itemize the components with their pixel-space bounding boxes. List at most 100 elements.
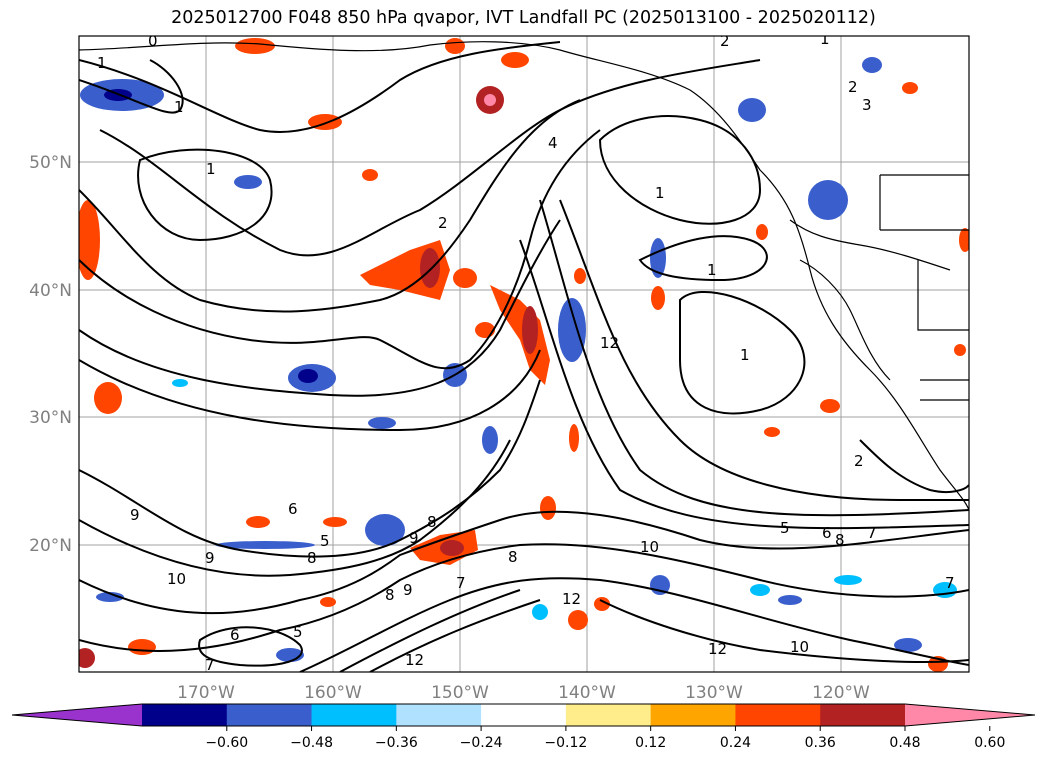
shade-patch — [482, 426, 498, 454]
shade-patch — [750, 584, 770, 596]
contour-label: 5 — [780, 519, 790, 537]
shade-patch — [323, 517, 347, 527]
contour-label: 2 — [438, 214, 448, 232]
shade-patch — [79, 648, 95, 668]
colorbar-tick-label: −0.36 — [375, 735, 418, 751]
colorbar-segment — [142, 704, 228, 726]
lat-label: 20°N — [29, 536, 72, 556]
contour-line — [79, 41, 561, 133]
shade-patch — [558, 298, 586, 362]
contour-label: 1 — [740, 346, 750, 364]
shade-patch — [172, 379, 188, 387]
contour-line — [99, 59, 761, 257]
lon-label: 160°W — [304, 683, 362, 703]
colorbar-tick-label: −0.60 — [205, 735, 248, 751]
contour-line — [638, 235, 768, 282]
contour-line — [679, 291, 806, 415]
shade-patch — [532, 604, 548, 620]
contour-label: 9 — [130, 506, 140, 524]
shade-patch — [475, 322, 495, 338]
contour-label: 10 — [640, 538, 659, 556]
contour-label: 9 — [205, 549, 215, 567]
shade-patch — [453, 268, 477, 288]
colorbar-segment — [650, 704, 736, 726]
contour-label: 3 — [862, 96, 872, 114]
shade-patch — [365, 514, 405, 546]
contour-label: 1 — [206, 160, 216, 178]
contour-label: 9 — [403, 581, 413, 599]
colorbar-segment — [565, 704, 652, 726]
lon-label: 150°W — [431, 683, 489, 703]
contour-line — [79, 543, 969, 652]
lon-label: 140°W — [558, 683, 616, 703]
contour-label: 2 — [848, 78, 858, 96]
lat-label: 50°N — [29, 153, 72, 173]
shade-patch — [79, 200, 100, 280]
shade-patch — [738, 98, 766, 122]
shade-patch — [246, 516, 270, 528]
contour-label: 6 — [288, 500, 298, 518]
shade-patch — [862, 57, 882, 73]
colorbar-segment — [226, 704, 313, 726]
contour-line — [539, 199, 969, 517]
shade-patch — [764, 427, 780, 437]
colorbar-tick-label: −0.24 — [460, 735, 503, 751]
contour-line — [79, 439, 511, 577]
contour-label: 8 — [307, 549, 317, 567]
coastlines — [79, 41, 969, 511]
contour-label: 6 — [230, 626, 240, 644]
colorbar-outline — [11, 703, 1036, 727]
contour-labels: 0 1 1 1 1 2 2 3 4 1 1 1 2 2 5 6 8 7 10 1… — [97, 32, 955, 674]
contour-line — [79, 129, 601, 370]
contour-label: 8 — [385, 586, 395, 604]
contour-label: 10 — [167, 570, 186, 588]
shade-patch — [298, 369, 318, 383]
map-title: 2025012700 F048 850 hPa qvapor, IVT Land… — [171, 8, 876, 28]
shade-patch — [902, 82, 918, 94]
contour-label: 2 — [854, 452, 864, 470]
contour-label: 12 — [562, 590, 581, 608]
contour-line — [859, 439, 969, 494]
shade-patch — [756, 224, 768, 240]
contour-label: 1 — [97, 54, 107, 72]
contour-label: 7 — [205, 656, 215, 674]
contour-label: 8 — [835, 531, 845, 549]
colorbar-tick-label: 0.48 — [889, 735, 920, 751]
shade-patch — [128, 639, 156, 655]
contour-line — [339, 589, 521, 672]
contour-line — [598, 115, 762, 225]
shade-patch — [808, 180, 848, 220]
colorbar-tick-label: 0.24 — [720, 735, 751, 751]
lon-label: 170°W — [177, 683, 235, 703]
map-panel: 0 1 1 1 1 2 2 3 4 1 1 1 2 2 5 6 8 7 10 1… — [78, 32, 970, 674]
contour-label: 6 — [822, 524, 832, 542]
contour-label: 5 — [320, 532, 330, 550]
contour-line — [599, 599, 969, 663]
longitude-labels: 170°W 160°W 150°W 140°W 130°W 120°W — [177, 683, 870, 703]
qvapor-shading — [79, 38, 969, 672]
shade-patch — [569, 424, 579, 452]
colorbar-segment — [396, 704, 482, 726]
colorbar-tick-label: 0.12 — [635, 735, 666, 751]
contour-line — [79, 510, 969, 615]
shade-patch — [215, 541, 315, 549]
shade-patch — [420, 248, 440, 288]
contour-line — [299, 577, 969, 672]
shade-patch — [320, 597, 336, 607]
contour-label: 1 — [707, 261, 717, 279]
shade-patch — [484, 94, 496, 106]
contour-label: 2 — [720, 32, 730, 50]
colorbar-extend-low — [12, 704, 142, 726]
contour-label: 1 — [655, 184, 665, 202]
shade-patch — [94, 382, 122, 414]
shade-patch — [501, 52, 529, 68]
shade-patch — [954, 344, 966, 356]
colorbar-tick-label: −0.48 — [290, 735, 333, 751]
shade-patch — [568, 610, 588, 630]
contour-label: 12 — [405, 651, 424, 669]
contour-line — [519, 239, 969, 530]
contour-label: 7 — [456, 574, 466, 592]
colorbar-segment — [311, 704, 397, 726]
colorbar-segment — [820, 704, 906, 726]
